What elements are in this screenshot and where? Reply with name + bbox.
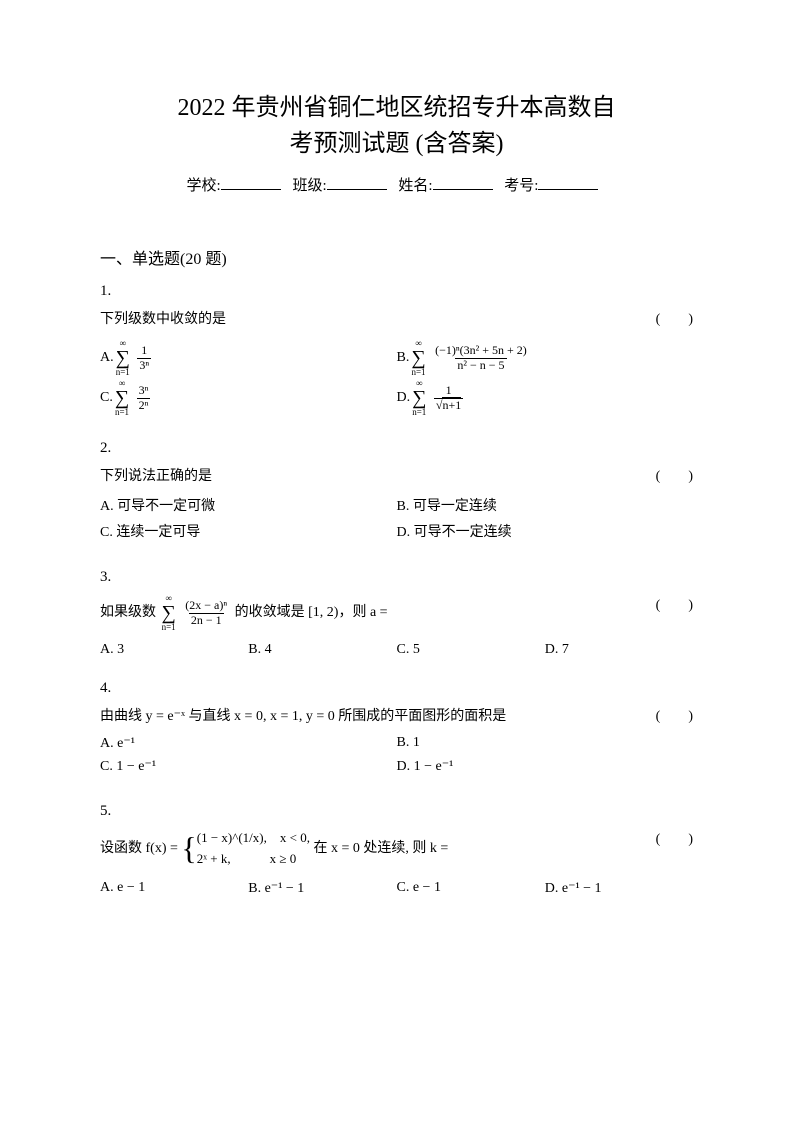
q3-number: 3. <box>100 569 693 586</box>
question-2: 2. 下列说法正确的是 ( ) A. 可导不一定可微 B. 可导一定连续 C. … <box>100 440 693 547</box>
q2-opt-b[interactable]: B. 可导一定连续 <box>397 495 694 515</box>
q1-optD-label: D. <box>397 390 411 406</box>
school-blank[interactable] <box>221 176 281 190</box>
q1-optA-label: A. <box>100 350 114 366</box>
question-5: 5. 设函数 f(x) = { (1 − x)^(1/x), x < 0, 2ˣ… <box>100 803 693 897</box>
q3-paren: ( ) <box>656 594 693 614</box>
class-blank[interactable] <box>327 176 387 190</box>
q1-paren: ( ) <box>656 308 693 328</box>
class-label: 班级: <box>292 178 326 194</box>
q1d-den: n+1 <box>442 397 461 412</box>
q3-options: A. 3 B. 4 C. 5 D. 7 <box>100 642 693 658</box>
q3-opt-b[interactable]: B. 4 <box>248 642 396 658</box>
q5-number: 5. <box>100 803 693 820</box>
q5-opt-a[interactable]: A. e − 1 <box>100 880 248 897</box>
q1a-den: 3ⁿ <box>137 358 151 372</box>
q5-options: A. e − 1 B. e⁻¹ − 1 C. e − 1 D. e⁻¹ − 1 <box>100 880 693 897</box>
q1-opt-d[interactable]: D. ∞∑n=1 1√n+1 <box>397 378 694 418</box>
q1c-num: 3ⁿ <box>137 384 151 397</box>
q1c-sum-bot: n=1 <box>115 408 129 417</box>
q5-piece1: (1 − x)^(1/x), x < 0, <box>197 828 310 849</box>
q3-opt-a[interactable]: A. 3 <box>100 642 248 658</box>
q4-number: 4. <box>100 680 693 697</box>
q5-piece2: 2ˣ + k, x ≥ 0 <box>197 849 310 870</box>
q1b-den: n² − n − 5 <box>455 358 506 372</box>
id-blank[interactable] <box>538 176 598 190</box>
q5-opt-d[interactable]: D. e⁻¹ − 1 <box>545 880 693 897</box>
title-line1: 2022 年贵州省铜仁地区统招专升本高数自 <box>100 90 693 126</box>
q1d-sum-bot: n=1 <box>412 408 426 417</box>
q1-opt-a[interactable]: A. ∞∑n=1 13ⁿ <box>100 338 397 378</box>
q5-stem-prefix: 设函数 f(x) = <box>100 841 181 856</box>
q2-opt-d[interactable]: D. 可导不一定连续 <box>397 521 694 541</box>
q5-opt-b[interactable]: B. e⁻¹ − 1 <box>248 880 396 897</box>
q4-options: A. e⁻¹ B. 1 C. 1 − e⁻¹ D. 1 − e⁻¹ <box>100 735 693 781</box>
question-1: 1. 下列级数中收敛的是 ( ) A. ∞∑n=1 13ⁿ B. ∞∑n=1 (… <box>100 283 693 418</box>
id-label: 考号: <box>504 178 538 194</box>
q4-opt-d[interactable]: D. 1 − e⁻¹ <box>397 758 694 775</box>
name-blank[interactable] <box>433 176 493 190</box>
question-4: 4. 由曲线 y = e⁻ˣ 与直线 x = 0, x = 1, y = 0 所… <box>100 680 693 781</box>
q1-stem-text: 下列级数中收敛的是 <box>100 312 226 327</box>
q3-stem: 如果级数 ∞∑n=1 (2x − a)ⁿ2n − 1 的收敛域是 [1, 2)，… <box>100 594 693 632</box>
q1-stem: 下列级数中收敛的是 ( ) <box>100 308 693 328</box>
q2-options: A. 可导不一定可微 B. 可导一定连续 C. 连续一定可导 D. 可导不一定连… <box>100 495 693 547</box>
q2-stem-text: 下列说法正确的是 <box>100 469 212 484</box>
q3-stem-mid: 的收敛域是 [1, 2)，则 a = <box>235 605 388 620</box>
q2-stem: 下列说法正确的是 ( ) <box>100 465 693 485</box>
q5-stem: 设函数 f(x) = { (1 − x)^(1/x), x < 0, 2ˣ + … <box>100 828 693 870</box>
q3-frac-num: (2x − a)ⁿ <box>183 599 229 612</box>
exam-title: 2022 年贵州省铜仁地区统招专升本高数自 考预测试题 (含答案) <box>100 90 693 162</box>
q3-opt-d[interactable]: D. 7 <box>545 642 693 658</box>
q5-paren: ( ) <box>656 828 693 848</box>
q2-opt-c[interactable]: C. 连续一定可导 <box>100 521 397 541</box>
q2-number: 2. <box>100 440 693 457</box>
q1a-sum-bot: n=1 <box>116 368 130 377</box>
name-label: 姓名: <box>398 178 432 194</box>
q3-sum-bot: n=1 <box>162 623 176 632</box>
q4-stem-text: 由曲线 y = e⁻ˣ 与直线 x = 0, x = 1, y = 0 所围成的… <box>100 709 506 724</box>
q4-paren: ( ) <box>656 705 693 725</box>
q1-optC-label: C. <box>100 390 113 406</box>
q4-stem: 由曲线 y = e⁻ˣ 与直线 x = 0, x = 1, y = 0 所围成的… <box>100 705 693 725</box>
q3-stem-prefix: 如果级数 <box>100 605 156 620</box>
question-3: 3. 如果级数 ∞∑n=1 (2x − a)ⁿ2n − 1 的收敛域是 [1, … <box>100 569 693 658</box>
title-line2: 考预测试题 (含答案) <box>100 126 693 162</box>
q1b-num: (−1)ⁿ(3n² + 5n + 2) <box>433 344 529 357</box>
q4-opt-c[interactable]: C. 1 − e⁻¹ <box>100 758 397 775</box>
q4-opt-a[interactable]: A. e⁻¹ <box>100 735 397 752</box>
q2-paren: ( ) <box>656 465 693 485</box>
q3-opt-c[interactable]: C. 5 <box>397 642 545 658</box>
q1-opt-c[interactable]: C. ∞∑n=1 3ⁿ2ⁿ <box>100 378 397 418</box>
student-info-line: 学校: 班级: 姓名: 考号: <box>100 174 693 195</box>
section-header: 一、单选题(20 题) <box>100 245 693 269</box>
q5-opt-c[interactable]: C. e − 1 <box>397 880 545 897</box>
q1b-sum-bot: n=1 <box>411 368 425 377</box>
q4-opt-b[interactable]: B. 1 <box>397 735 694 752</box>
q1-options: A. ∞∑n=1 13ⁿ B. ∞∑n=1 (−1)ⁿ(3n² + 5n + 2… <box>100 338 693 418</box>
q5-stem-suffix: 在 x = 0 处连续, 则 k = <box>313 841 448 856</box>
q1d-num: 1 <box>444 384 454 397</box>
school-label: 学校: <box>187 178 221 194</box>
q1-opt-b[interactable]: B. ∞∑n=1 (−1)ⁿ(3n² + 5n + 2)n² − n − 5 <box>397 338 694 378</box>
q1a-num: 1 <box>139 344 149 357</box>
q1-optB-label: B. <box>397 350 410 366</box>
q1-number: 1. <box>100 283 693 300</box>
q3-frac-den: 2n − 1 <box>189 613 224 627</box>
q2-opt-a[interactable]: A. 可导不一定可微 <box>100 495 397 515</box>
q1c-den: 2ⁿ <box>137 398 151 412</box>
